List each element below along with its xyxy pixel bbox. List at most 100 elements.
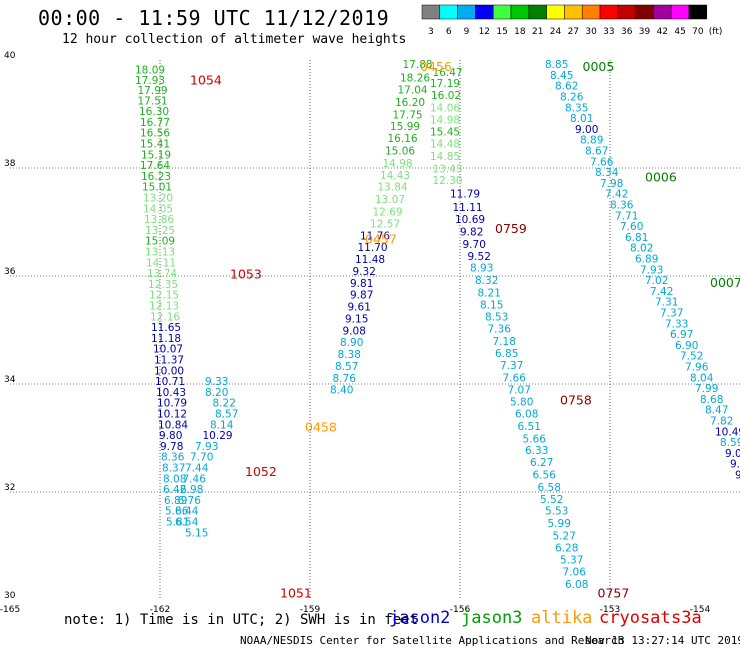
- swh-value: 6.89: [635, 254, 658, 266]
- swh-value: 7.93: [640, 264, 663, 276]
- swh-value: 6.44: [175, 506, 199, 518]
- swh-value: 8.62: [555, 81, 578, 93]
- swh-value: 16.47: [433, 67, 463, 79]
- swh-value: 8.01: [570, 113, 593, 125]
- x-tick-label: -154: [690, 605, 711, 615]
- swh-value: 8.59: [720, 437, 740, 449]
- swh-value: 9.87: [350, 290, 373, 302]
- swh-value: 6.81: [625, 232, 648, 244]
- pass-label: 0759: [495, 221, 527, 236]
- swh-value: 11.79: [450, 189, 480, 201]
- swh-value: 7.42: [650, 286, 673, 298]
- swh-value: 8.93: [470, 263, 493, 275]
- swh-value: 7.33: [665, 318, 688, 330]
- swh-value: 9.08: [343, 325, 366, 337]
- y-tick-label: 38: [4, 159, 16, 169]
- swh-value: 9.88: [735, 470, 740, 482]
- swh-value: 5.27: [553, 531, 576, 543]
- swh-value: 7.42: [605, 189, 628, 201]
- swh-value: 5.66: [523, 433, 547, 445]
- swh-value: 7.44: [185, 462, 209, 474]
- swh-value: 9.61: [348, 302, 371, 314]
- swh-value: 9.15: [345, 313, 368, 325]
- x-tick-label: -153: [600, 605, 620, 615]
- swh-value: 11.18: [151, 333, 181, 345]
- swh-value: 7.71: [615, 210, 638, 222]
- swh-value: 7.36: [488, 324, 512, 336]
- colorbar-label: 9: [464, 27, 470, 37]
- swh-value: 15.01: [142, 182, 172, 194]
- swh-value: 6.08: [565, 579, 588, 591]
- swh-value: 15.45: [430, 127, 460, 139]
- legend-item-jason2: jason2: [389, 608, 451, 628]
- colorbar-label: 18: [514, 27, 526, 37]
- swh-value: 16.56: [140, 128, 170, 140]
- swh-value: 8.57: [335, 361, 358, 373]
- swh-value: 15.06: [385, 146, 415, 158]
- swh-value: 7.98: [600, 178, 623, 190]
- swh-value: 9.80: [159, 430, 182, 442]
- swh-value: 8.57: [215, 408, 238, 420]
- colorbar-label: 21: [532, 27, 543, 37]
- swh-value: 11.37: [154, 354, 184, 366]
- swh-value: 17.99: [138, 85, 168, 97]
- swh-value: 6.33: [525, 445, 548, 457]
- swh-value: 17.88: [403, 59, 433, 71]
- swh-value: 15.09: [145, 236, 175, 248]
- swh-value: 9.52: [468, 251, 491, 263]
- credit-line: NOAA/NESDIS Center for Satellite Applica…: [240, 634, 625, 647]
- pass-label: 0757: [598, 585, 630, 600]
- swh-value: 9.08: [725, 448, 740, 460]
- colorbar-label: 70: [692, 27, 704, 37]
- swh-value: 7.99: [695, 383, 718, 395]
- swh-value: 14.11: [146, 257, 176, 269]
- swh-value: 13.07: [375, 194, 405, 206]
- swh-value: 8.76: [333, 373, 357, 385]
- colorbar-label: 15: [496, 27, 507, 37]
- swh-value: 15.99: [390, 121, 420, 133]
- colorbar-label: 6: [446, 27, 452, 37]
- swh-value: 7.31: [655, 297, 678, 309]
- swh-value: 17.93: [135, 75, 165, 87]
- swh-value: 8.02: [630, 243, 653, 255]
- swh-value: 12.57: [370, 218, 400, 230]
- swh-value: 16.77: [140, 117, 170, 129]
- swh-value: 10.84: [158, 419, 188, 431]
- footer-note: note: 1) Time is in UTC; 2) SWH is in fe…: [64, 612, 419, 628]
- swh-value: 13.43: [433, 163, 463, 175]
- swh-value: 14.48: [430, 138, 460, 150]
- swh-value: 7.66: [503, 372, 527, 384]
- swh-value: 9.81: [350, 278, 373, 290]
- pass-label: 0457: [365, 232, 397, 247]
- swh-value: 12.69: [373, 207, 403, 219]
- swh-value: 9.70: [463, 239, 486, 251]
- swh-value: 12.13: [149, 300, 179, 312]
- swh-value: 14.85: [430, 151, 460, 163]
- swh-value: 8.15: [480, 299, 503, 311]
- swh-value: 6.54: [175, 516, 199, 528]
- swh-value: 16.30: [139, 106, 169, 118]
- swh-value: 14.06: [430, 102, 460, 114]
- swh-value: 13.86: [144, 214, 174, 226]
- colorbar-label: 33: [603, 27, 614, 37]
- swh-value: 9.61: [730, 459, 740, 471]
- swh-value: 7.02: [645, 275, 668, 287]
- swh-value: 8.21: [478, 288, 501, 300]
- swh-value: 7.06: [563, 567, 587, 579]
- pass-label: 0005: [583, 59, 615, 74]
- pass-label: 1053: [230, 267, 262, 282]
- y-tick-label: 32: [4, 483, 15, 493]
- swh-value: 13.20: [143, 192, 173, 204]
- swh-value: 7.46: [183, 473, 207, 485]
- swh-value: 12.16: [150, 311, 180, 323]
- swh-value: 13.25: [145, 225, 175, 237]
- swh-value: 6.97: [670, 329, 693, 341]
- pass-label: 1051: [280, 585, 312, 600]
- y-tick-label: 40: [4, 51, 16, 61]
- swh-value: 11.11: [453, 202, 483, 214]
- swh-value: 6.76: [178, 495, 202, 507]
- y-tick-label: 34: [4, 375, 16, 385]
- swh-value: 7.52: [680, 351, 703, 363]
- y-tick-label: 36: [4, 267, 16, 277]
- swh-value: 5.81: [166, 516, 189, 528]
